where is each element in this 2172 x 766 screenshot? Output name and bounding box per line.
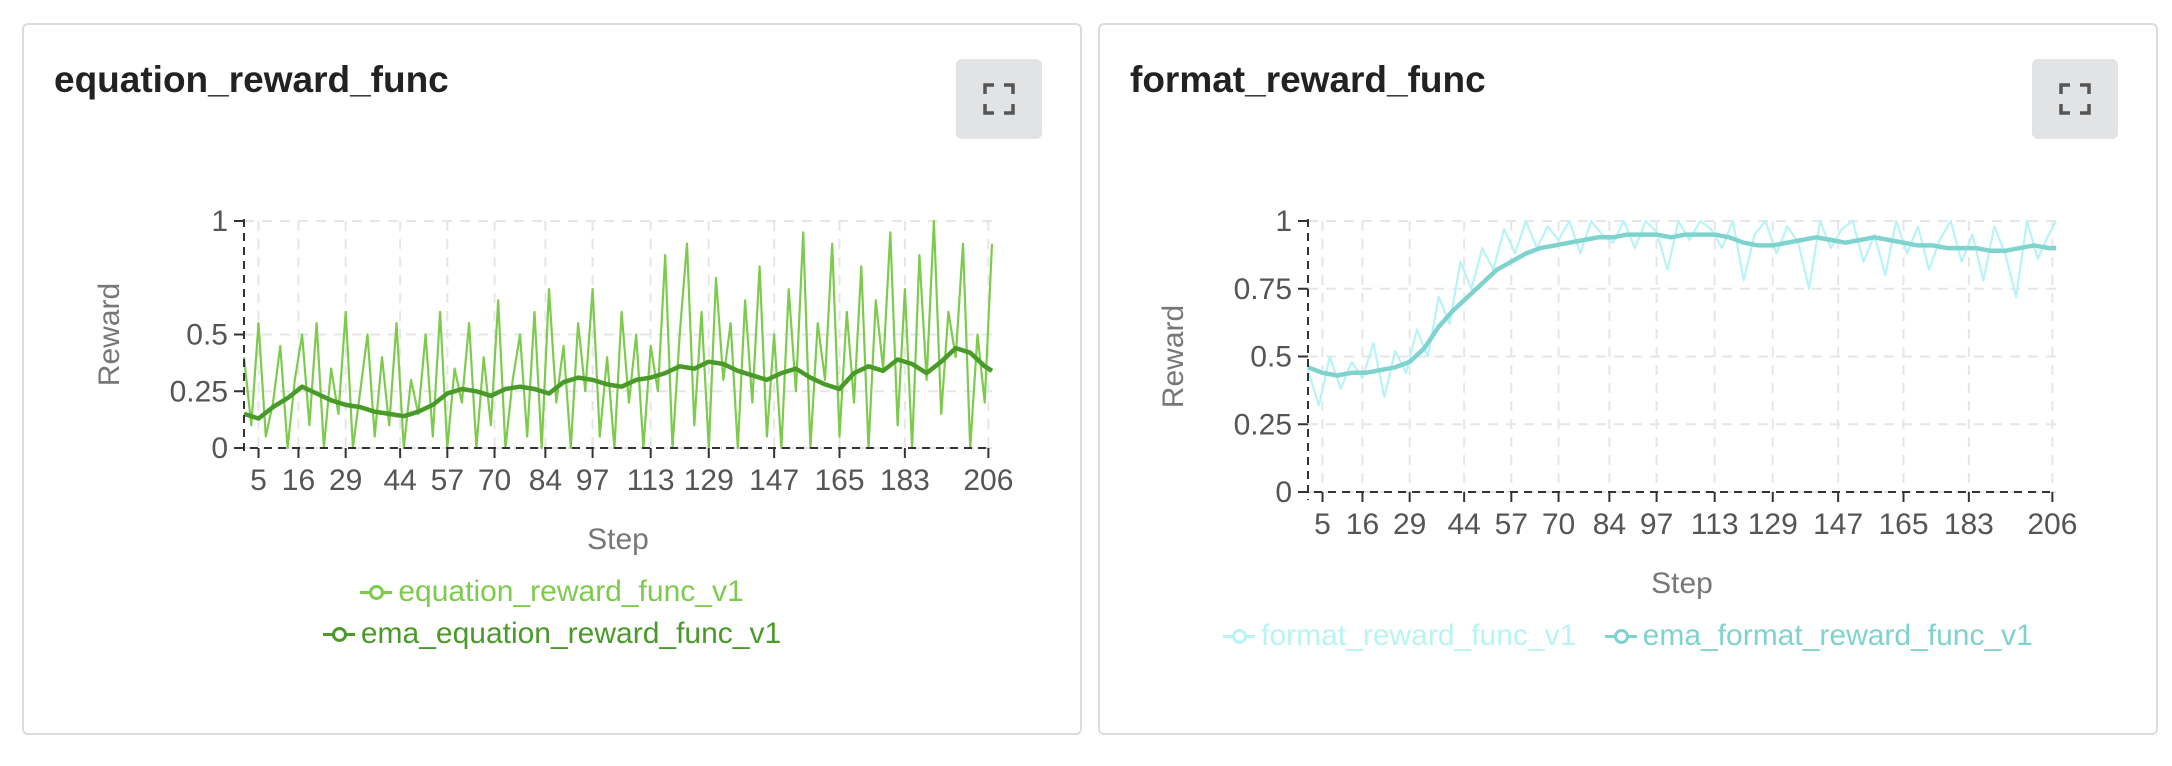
x-tick-label: 147 bbox=[1813, 508, 1863, 541]
legend-row: equation_reward_func_v1 bbox=[24, 573, 1080, 609]
x-tick-label: 29 bbox=[329, 464, 362, 497]
chart-legend: format_reward_func_v1 ema_format_reward_… bbox=[1100, 617, 2156, 653]
x-tick-label: 57 bbox=[431, 464, 464, 497]
x-tick-label: 84 bbox=[1593, 508, 1626, 541]
legend-item-ema-equation-reward[interactable]: ema_equation_reward_func_v1 bbox=[322, 617, 782, 651]
legend-row: format_reward_func_v1 ema_format_reward_… bbox=[1100, 617, 2156, 653]
x-tick-label: 165 bbox=[1878, 508, 1928, 541]
legend-marker-icon bbox=[360, 585, 393, 600]
line-chart-format-reward: 0 0.25 0.5 0.75 1 5 16 29 44 57 70 84 97 113 129 147 165… bbox=[1157, 205, 2077, 600]
x-tick-label: 16 bbox=[1346, 508, 1379, 541]
legend-item-ema-format-reward[interactable]: ema_format_reward_func_v1 bbox=[1604, 619, 2033, 653]
x-tick-label: 183 bbox=[1944, 508, 1994, 541]
x-tick-label: 16 bbox=[282, 464, 315, 497]
y-tick-label: 0.5 bbox=[1250, 341, 1292, 374]
y-tick-label: 0 bbox=[211, 432, 228, 465]
x-tick-label: 44 bbox=[1447, 508, 1480, 541]
y-tick-label: 0.25 bbox=[170, 375, 228, 408]
x-tick-label: 147 bbox=[749, 464, 799, 497]
panel-title: equation_reward_func bbox=[54, 59, 449, 100]
legend-marker-icon bbox=[1223, 629, 1256, 644]
y-tick-label: 0.5 bbox=[186, 319, 228, 352]
legend-label: ema_format_reward_func_v1 bbox=[1642, 619, 2033, 652]
grid bbox=[1308, 220, 2056, 493]
series-line-ema_format_reward_func_v1 bbox=[1307, 232, 2056, 378]
expand-button[interactable] bbox=[956, 59, 1042, 139]
x-tick-label: 97 bbox=[576, 464, 609, 497]
x-tick-label: 206 bbox=[963, 464, 1013, 497]
x-tick-label: 113 bbox=[627, 464, 675, 497]
y-tick-label: 0.25 bbox=[1234, 408, 1292, 441]
legend-item-format-reward[interactable]: format_reward_func_v1 bbox=[1223, 619, 1576, 653]
x-tick-label: 5 bbox=[250, 464, 267, 497]
y-tick-label: 1 bbox=[211, 205, 228, 238]
x-tick-label: 97 bbox=[1640, 508, 1673, 541]
legend-item-equation-reward[interactable]: equation_reward_func_v1 bbox=[360, 575, 744, 609]
chart-panel-equation-reward: equation_reward_func 0 0.25 0.5 1 5 16 29 44 57 7… bbox=[22, 23, 1082, 735]
chart-legend: equation_reward_func_v1 ema_equation_rew… bbox=[24, 573, 1080, 651]
y-tick-label: 0 bbox=[1275, 476, 1292, 509]
legend-label: equation_reward_func_v1 bbox=[398, 575, 744, 608]
x-tick-label: 165 bbox=[814, 464, 864, 497]
x-tick-label: 113 bbox=[1691, 508, 1739, 541]
y-tick-label: 1 bbox=[1275, 205, 1292, 238]
expand-icon bbox=[983, 83, 1015, 115]
expand-button[interactable] bbox=[2032, 59, 2118, 139]
x-tick-label: 57 bbox=[1495, 508, 1528, 541]
x-tick-label: 129 bbox=[684, 464, 734, 497]
grid bbox=[244, 220, 992, 449]
x-tick-label: 70 bbox=[478, 464, 511, 497]
series-line-equation_reward_func_v1 bbox=[242, 219, 994, 450]
x-tick-label: 129 bbox=[1748, 508, 1798, 541]
legend-row: ema_equation_reward_func_v1 bbox=[24, 615, 1080, 651]
x-tick-label: 44 bbox=[383, 464, 416, 497]
x-axis-title: Step bbox=[1651, 567, 1713, 600]
series-line-format_reward_func_v1 bbox=[1306, 219, 2057, 407]
expand-icon bbox=[2059, 83, 2091, 115]
legend-marker-icon bbox=[1604, 629, 1637, 644]
x-tick-label: 84 bbox=[529, 464, 562, 497]
panel-title: format_reward_func bbox=[1130, 59, 1486, 100]
x-tick-label: 5 bbox=[1314, 508, 1331, 541]
x-tick-label: 29 bbox=[1393, 508, 1426, 541]
x-tick-label: 183 bbox=[880, 464, 930, 497]
y-tick-label: 0.75 bbox=[1234, 273, 1292, 306]
y-axis-title: Reward bbox=[93, 283, 126, 386]
y-axis-title: Reward bbox=[1157, 305, 1190, 408]
x-tick-label: 70 bbox=[1542, 508, 1575, 541]
series-line-ema_equation_reward_func_v1 bbox=[243, 345, 994, 421]
legend-label: ema_equation_reward_func_v1 bbox=[360, 617, 782, 650]
chart-panel-format-reward: format_reward_func 0 0.25 0.5 0.75 1 5 16 29 44 5… bbox=[1098, 23, 2158, 735]
x-tick-label: 206 bbox=[2027, 508, 2077, 541]
x-axis-title: Step bbox=[587, 523, 649, 556]
legend-label: format_reward_func_v1 bbox=[1261, 619, 1577, 652]
legend-marker-icon bbox=[322, 627, 355, 642]
line-chart-equation-reward: 0 0.25 0.5 1 5 16 29 44 57 70 84 97 113 129 147 165 183 2… bbox=[93, 205, 1013, 556]
